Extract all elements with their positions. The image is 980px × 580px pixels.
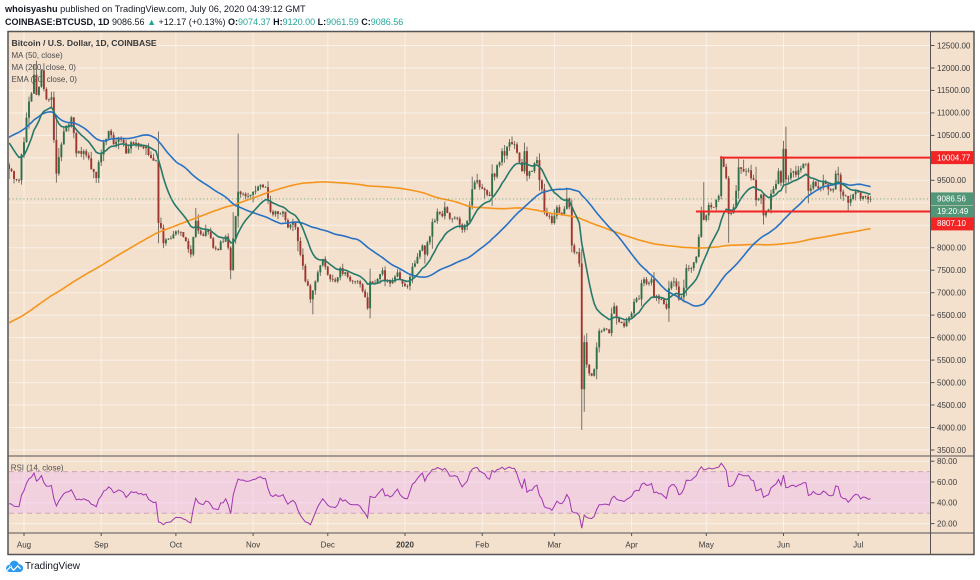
svg-text:8807.10: 8807.10 xyxy=(937,219,966,228)
svg-text:10004.77: 10004.77 xyxy=(937,153,971,162)
svg-text:4500.00: 4500.00 xyxy=(937,401,966,410)
svg-text:6000.00: 6000.00 xyxy=(937,333,966,342)
svg-text:Mar: Mar xyxy=(548,541,562,550)
svg-text:9086.56: 9086.56 xyxy=(937,195,966,204)
svg-text:7000.00: 7000.00 xyxy=(937,289,966,298)
svg-text:Jul: Jul xyxy=(853,541,863,550)
svg-text:12000.00: 12000.00 xyxy=(937,64,971,73)
svg-text:Jun: Jun xyxy=(777,541,790,550)
svg-text:8000.00: 8000.00 xyxy=(937,244,966,253)
svg-text:20.00: 20.00 xyxy=(937,519,958,528)
svg-text:Aug: Aug xyxy=(17,541,31,550)
svg-text:4000.00: 4000.00 xyxy=(937,423,966,432)
svg-text:80.00: 80.00 xyxy=(937,457,958,466)
svg-text:40.00: 40.00 xyxy=(937,499,958,508)
svg-text:19:20:49: 19:20:49 xyxy=(937,207,969,216)
svg-text:RSI (14, close): RSI (14, close) xyxy=(11,464,64,473)
svg-text:Apr: Apr xyxy=(625,541,638,550)
svg-text:Oct: Oct xyxy=(170,541,183,550)
svg-text:11500.00: 11500.00 xyxy=(937,86,970,95)
svg-text:May: May xyxy=(699,541,714,550)
svg-text:Nov: Nov xyxy=(246,541,260,550)
svg-text:2020: 2020 xyxy=(396,541,414,550)
svg-text:5500.00: 5500.00 xyxy=(937,356,966,365)
svg-text:10500.00: 10500.00 xyxy=(937,131,971,140)
svg-text:7500.00: 7500.00 xyxy=(937,266,966,275)
svg-text:60.00: 60.00 xyxy=(937,478,958,487)
svg-text:6500.00: 6500.00 xyxy=(937,311,966,320)
svg-text:Bitcoin / U.S. Dollar, 1D, COI: Bitcoin / U.S. Dollar, 1D, COINBASE xyxy=(12,38,157,48)
svg-text:11000.00: 11000.00 xyxy=(937,109,970,118)
svg-text:Sep: Sep xyxy=(94,541,109,550)
svg-text:Feb: Feb xyxy=(475,541,489,550)
svg-text:Dec: Dec xyxy=(321,541,335,550)
svg-text:5000.00: 5000.00 xyxy=(937,378,966,387)
svg-text:3500.00: 3500.00 xyxy=(937,446,966,455)
svg-text:9500.00: 9500.00 xyxy=(937,176,966,185)
svg-text:12500.00: 12500.00 xyxy=(937,41,971,50)
svg-text:MA (50, close): MA (50, close) xyxy=(12,51,63,60)
